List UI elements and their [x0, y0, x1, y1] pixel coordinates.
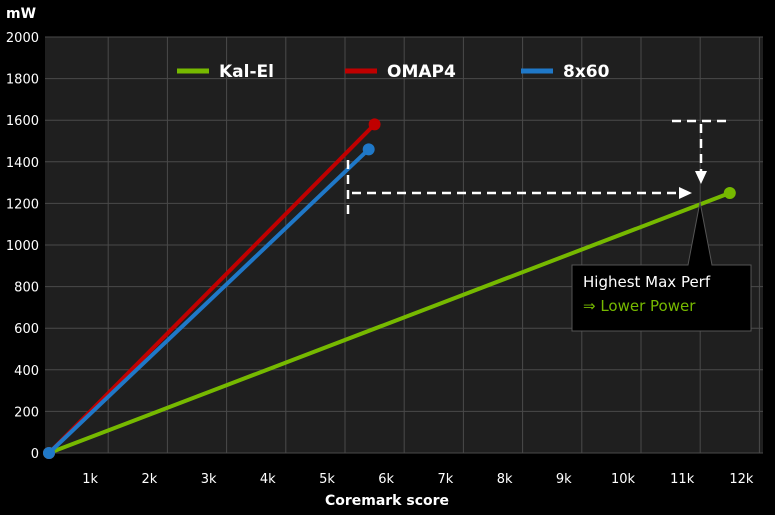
- y-tick-label: 0: [31, 447, 39, 462]
- callout-line-2: ⇒ Lower Power: [583, 297, 696, 315]
- series-line-kal-el: [47, 191, 732, 455]
- y-tick-label: 1600: [6, 114, 39, 129]
- y-axis-label: mW: [6, 6, 36, 22]
- y-tick-label: 400: [14, 364, 39, 379]
- arrowhead-right: [679, 187, 692, 199]
- point-8x60: [362, 143, 375, 156]
- series-line-8x60: [47, 147, 371, 455]
- x-tick-label: 11k: [670, 472, 695, 487]
- legend: Kal-El OMAP4 8x60: [177, 62, 610, 82]
- x-tick-label: 2k: [141, 472, 157, 487]
- point-omap4: [368, 118, 381, 131]
- y-tick-label: 2000: [6, 31, 39, 46]
- x-tick-label: 8k: [497, 472, 513, 487]
- x-tick-label: 6k: [378, 472, 394, 487]
- x-tick-label: 9k: [556, 472, 572, 487]
- y-axis-ticks: 0 200 400 600 800 1000 1200 1400 1600 1800 2000: [6, 31, 39, 462]
- callout: Highest Max Perf ⇒ Lower Power: [571, 201, 752, 332]
- point-8x60: [43, 447, 55, 459]
- series-line-omap4: [47, 122, 377, 455]
- callout-box: [571, 201, 752, 332]
- x-tick-label: 12k: [729, 472, 754, 487]
- y-tick-label: 200: [14, 405, 39, 420]
- x-tick-label: 1k: [82, 472, 98, 487]
- x-tick-label: 4k: [260, 472, 276, 487]
- legend-label: OMAP4: [387, 62, 456, 82]
- x-tick-label: 5k: [319, 472, 335, 487]
- x-tick-label: 7k: [437, 472, 453, 487]
- gridlines: [45, 36, 763, 454]
- y-tick-label: 600: [14, 322, 39, 337]
- y-tick-label: 800: [14, 281, 39, 296]
- y-tick-label: 1200: [6, 197, 39, 212]
- point-kal-el: [723, 187, 736, 199]
- x-axis-ticks: 1k 2k 3k 4k 5k 6k 7k 8k 9k 10k 11k 12k: [82, 472, 754, 487]
- x-tick-label: 3k: [201, 472, 217, 487]
- annotation-arrows: [346, 119, 726, 218]
- y-tick-label: 1800: [6, 73, 39, 88]
- x-tick-label: 10k: [611, 472, 636, 487]
- y-tick-label: 1400: [6, 156, 39, 171]
- series-lines: [43, 118, 736, 459]
- legend-label: Kal-El: [219, 62, 274, 82]
- arrowhead-down: [695, 171, 707, 184]
- y-tick-label: 1000: [6, 239, 39, 254]
- x-axis-label: Coremark score: [325, 493, 449, 509]
- callout-line-1: Highest Max Perf: [583, 273, 711, 291]
- legend-label: 8x60: [563, 62, 610, 82]
